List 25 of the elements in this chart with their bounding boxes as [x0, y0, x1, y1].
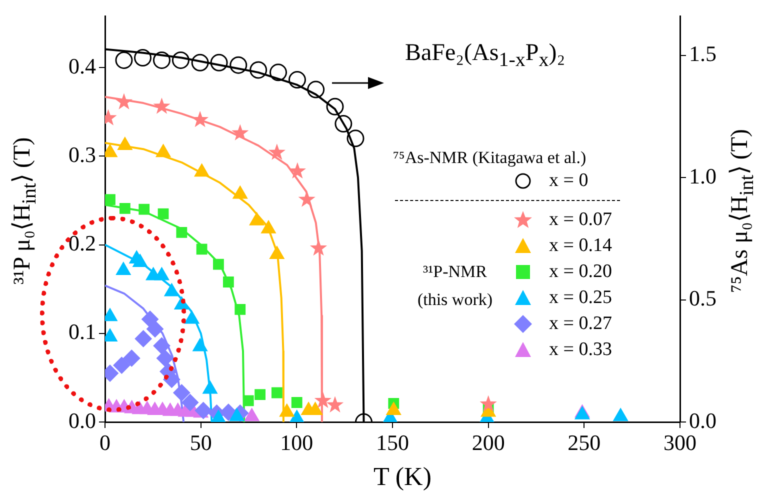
y-tick-label: 0.4 [68, 53, 96, 78]
legend-label: x = 0 [549, 170, 588, 192]
y-tick-label: 0.1 [68, 319, 96, 344]
legend-label: x = 0.25 [549, 287, 612, 309]
x-tick-label: 200 [472, 430, 505, 455]
x-tick-label: 150 [376, 430, 409, 455]
x-tick-label: 100 [280, 430, 314, 455]
y2-tick-label: 1.0 [689, 163, 716, 188]
annotation: ³¹P-NMR (this work) [416, 261, 494, 311]
x-tick-label: 250 [568, 430, 601, 455]
y2-tick-label: 1.5 [689, 41, 716, 66]
y-tick-label: 0.0 [68, 408, 96, 433]
y2-tick-label: 0.5 [689, 286, 716, 311]
legend-label: x = 0.14 [549, 235, 612, 257]
legend-label: x = 0.07 [549, 209, 612, 231]
legend-label: x = 0.27 [549, 313, 612, 335]
legend-label: x = 0.20 [549, 261, 612, 283]
x-tick-label: 0 [100, 430, 110, 455]
annotation: ⁷⁵As-NMR (Kitagawa et al.) [393, 148, 588, 168]
x-tick-label: 50 [190, 430, 212, 455]
x-axis-title: T (K) [372, 462, 432, 492]
y-tick-label: 0.2 [68, 230, 96, 256]
text: BaFe₂(As$_{1-x}$P$_{x}$)₂ [405, 40, 566, 72]
legend-label: x = 0.33 [549, 339, 612, 361]
y-tick-label: 0.3 [68, 142, 96, 167]
